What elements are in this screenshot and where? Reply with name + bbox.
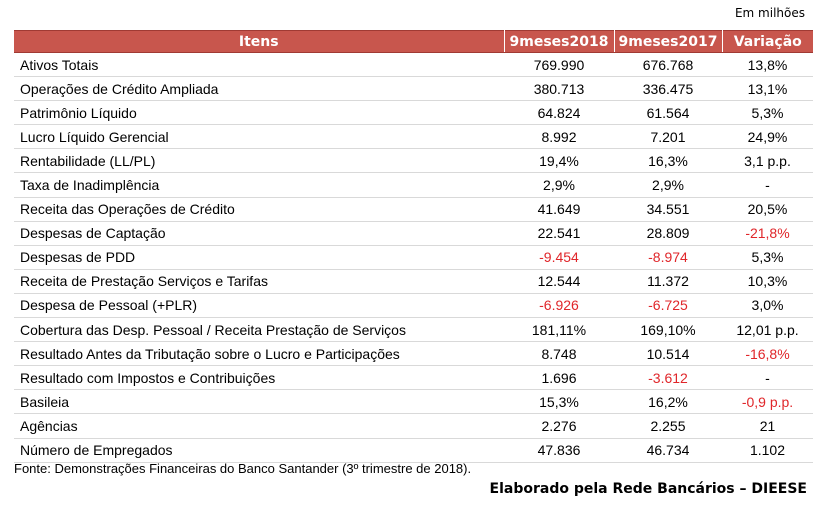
table-row: Basileia 15,3% 16,2% -0,9 p.p. bbox=[14, 389, 813, 415]
table-row: Receita das Operações de Crédito 41.649 34… bbox=[14, 197, 813, 222]
table-header-row: Itens 9meses2018 9meses2017 Variação bbox=[14, 30, 813, 53]
cell-9meses2017: -6.725 bbox=[614, 293, 722, 319]
cell-9meses2017: 34.551 bbox=[614, 197, 722, 222]
table-row: Despesas de Captação 22.541 28.809 -21,8% bbox=[14, 221, 813, 246]
cell-item: Operações de Crédito Ampliada bbox=[14, 76, 504, 102]
table-row: Resultado com Impostos e Contribuições 1.… bbox=[14, 365, 813, 391]
cell-variacao: - bbox=[722, 172, 813, 198]
cell-9meses2017: 2,9% bbox=[614, 172, 722, 198]
header-9meses2017: 9meses2017 bbox=[614, 30, 723, 53]
cell-variacao: 3,0% bbox=[722, 293, 813, 319]
cell-9meses2017: 28.809 bbox=[614, 221, 722, 246]
table-row: Despesa de Pessoal (+PLR) -6.926 -6.725 3,0… bbox=[14, 293, 813, 319]
table-row: Ativos Totais 769.990 676.768 13,8% bbox=[14, 52, 813, 78]
cell-item: Despesas de Captação bbox=[14, 221, 504, 246]
cell-9meses2017: 676.768 bbox=[614, 52, 722, 78]
table-body: Ativos Totais 769.990 676.768 13,8% Operaçõe… bbox=[14, 52, 813, 463]
cell-variacao: -21,8% bbox=[722, 221, 813, 246]
cell-9meses2017: -8.974 bbox=[614, 245, 722, 270]
table-row: Rentabilidade (LL/PL) 19,4% 16,3% 3,1 p.p. bbox=[14, 148, 813, 174]
table-row: Agências 2.276 2.255 21 bbox=[14, 413, 813, 439]
header-9meses2018: 9meses2018 bbox=[504, 30, 615, 53]
cell-9meses2017: 11.372 bbox=[614, 269, 722, 294]
cell-9meses2018: 22.541 bbox=[504, 221, 614, 246]
cell-variacao: 13,1% bbox=[722, 76, 813, 102]
cell-item: Ativos Totais bbox=[14, 52, 504, 78]
cell-item: Resultado Antes da Tributação sobre o Lu… bbox=[14, 341, 504, 367]
cell-item: Rentabilidade (LL/PL) bbox=[14, 148, 504, 174]
cell-item: Despesas de PDD bbox=[14, 245, 504, 270]
cell-9meses2018: 8.748 bbox=[504, 341, 614, 367]
header-variacao: Variação bbox=[722, 30, 813, 53]
table-row: Resultado Antes da Tributação sobre o Lu… bbox=[14, 341, 813, 367]
cell-variacao: -16,8% bbox=[722, 341, 813, 367]
cell-9meses2018: 181,11% bbox=[504, 317, 614, 343]
cell-variacao: 3,1 p.p. bbox=[722, 148, 813, 174]
cell-variacao: -0,9 p.p. bbox=[722, 389, 813, 415]
table-row: Despesas de PDD -9.454 -8.974 5,3% bbox=[14, 245, 813, 270]
cell-item: Receita das Operações de Crédito bbox=[14, 197, 504, 222]
cell-item: Resultado com Impostos e Contribuições bbox=[14, 365, 504, 391]
table-row: Cobertura das Desp. Pessoal / Receita Pr… bbox=[14, 317, 813, 343]
cell-9meses2018: 12.544 bbox=[504, 269, 614, 294]
cell-item: Taxa de Inadimplência bbox=[14, 172, 504, 198]
cell-9meses2017: -3.612 bbox=[614, 365, 722, 391]
table-row: Número de Empregados 47.836 46.734 1.102 bbox=[14, 438, 813, 463]
cell-item: Agências bbox=[14, 413, 504, 439]
cell-item: Cobertura das Desp. Pessoal / Receita Pr… bbox=[14, 317, 504, 343]
cell-9meses2018: 19,4% bbox=[504, 148, 614, 174]
cell-variacao: 20,5% bbox=[722, 197, 813, 222]
cell-item: Basileia bbox=[14, 389, 504, 415]
cell-variacao: - bbox=[722, 365, 813, 391]
credit-note: Elaborado pela Rede Bancários – DIEESE bbox=[489, 481, 807, 497]
cell-9meses2017: 336.475 bbox=[614, 76, 722, 102]
cell-9meses2018: -6.926 bbox=[504, 293, 614, 319]
source-note: Fonte: Demonstrações Financeiras do Banc… bbox=[14, 461, 472, 476]
cell-variacao: 1.102 bbox=[722, 438, 813, 463]
cell-9meses2018: 2.276 bbox=[504, 413, 614, 439]
cell-9meses2017: 46.734 bbox=[614, 438, 722, 463]
cell-9meses2018: 769.990 bbox=[504, 52, 614, 78]
cell-variacao: 21 bbox=[722, 413, 813, 439]
cell-9meses2018: 41.649 bbox=[504, 197, 614, 222]
financial-table: Itens 9meses2018 9meses2017 Variação Ati… bbox=[14, 30, 813, 463]
table-row: Operações de Crédito Ampliada 380.713 336.… bbox=[14, 76, 813, 102]
cell-variacao: 13,8% bbox=[722, 52, 813, 78]
header-items: Itens bbox=[14, 30, 505, 53]
cell-9meses2017: 7.201 bbox=[614, 124, 722, 150]
cell-9meses2018: 2,9% bbox=[504, 172, 614, 198]
cell-9meses2017: 61.564 bbox=[614, 100, 722, 126]
cell-9meses2018: 8.992 bbox=[504, 124, 614, 150]
table-row: Lucro Líquido Gerencial 8.992 7.201 24,9% bbox=[14, 124, 813, 150]
cell-9meses2017: 2.255 bbox=[614, 413, 722, 439]
cell-9meses2017: 16,3% bbox=[614, 148, 722, 174]
cell-item: Lucro Líquido Gerencial bbox=[14, 124, 504, 150]
table-row: Receita de Prestação Serviços e Tarifas 1… bbox=[14, 269, 813, 294]
cell-9meses2017: 169,10% bbox=[614, 317, 722, 343]
cell-9meses2017: 10.514 bbox=[614, 341, 722, 367]
table-row: Taxa de Inadimplência 2,9% 2,9% - bbox=[14, 172, 813, 198]
unit-note: Em milhões bbox=[734, 6, 805, 20]
cell-item: Receita de Prestação Serviços e Tarifas bbox=[14, 269, 504, 294]
cell-item: Despesa de Pessoal (+PLR) bbox=[14, 293, 504, 319]
cell-variacao: 10,3% bbox=[722, 269, 813, 294]
cell-9meses2018: 15,3% bbox=[504, 389, 614, 415]
cell-9meses2018: -9.454 bbox=[504, 245, 614, 270]
cell-9meses2018: 64.824 bbox=[504, 100, 614, 126]
cell-item: Patrimônio Líquido bbox=[14, 100, 504, 126]
cell-variacao: 24,9% bbox=[722, 124, 813, 150]
cell-item: Número de Empregados bbox=[14, 438, 504, 463]
cell-9meses2018: 380.713 bbox=[504, 76, 614, 102]
cell-variacao: 5,3% bbox=[722, 245, 813, 270]
cell-variacao: 5,3% bbox=[722, 100, 813, 126]
cell-9meses2018: 1.696 bbox=[504, 365, 614, 391]
cell-9meses2017: 16,2% bbox=[614, 389, 722, 415]
cell-variacao: 12,01 p.p. bbox=[722, 317, 813, 343]
table-row: Patrimônio Líquido 64.824 61.564 5,3% bbox=[14, 100, 813, 126]
cell-9meses2018: 47.836 bbox=[504, 438, 614, 463]
